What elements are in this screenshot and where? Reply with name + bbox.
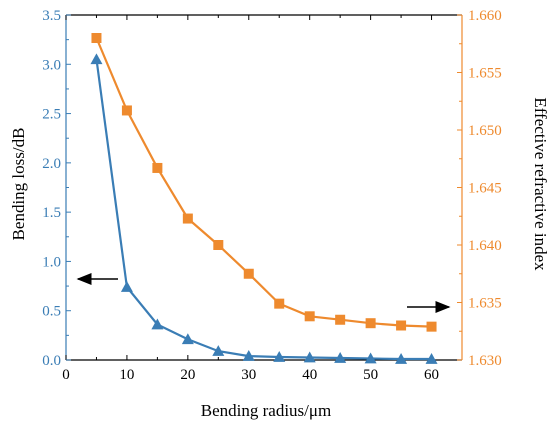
data-point-triangle [303, 351, 316, 363]
right-y-tick-label: 1.655 [468, 66, 502, 82]
right-y-tick-label: 1.660 [468, 8, 502, 24]
data-point-square [152, 162, 163, 173]
left-y-axis-title: Bending loss/dB [9, 128, 28, 241]
data-point-square [182, 213, 193, 224]
left-y-tick-label: 2.5 [42, 107, 61, 123]
data-point-square [335, 314, 346, 325]
data-point-triangle [425, 353, 438, 364]
series-layer [90, 33, 438, 364]
right-y-axis-title: Effective refractive index [531, 97, 550, 271]
x-tick-label: 0 [62, 367, 70, 383]
data-point-square [365, 318, 376, 329]
left-y-tick-label: 1.5 [42, 205, 61, 221]
data-point-triangle [395, 353, 408, 364]
data-point-triangle [120, 281, 133, 292]
data-point-triangle [181, 333, 194, 345]
x-tick-label: 60 [424, 367, 439, 383]
x-tick-label: 40 [302, 367, 317, 383]
x-axis-title: Bending radius/μm [201, 401, 331, 420]
data-point-triangle [364, 352, 377, 364]
data-point-square [213, 240, 224, 250]
x-tick-label: 50 [363, 367, 378, 383]
data-point-triangle [151, 318, 164, 330]
data-point-square [304, 311, 315, 322]
data-point-square [426, 321, 437, 332]
x-tick-label: 10 [119, 367, 134, 383]
data-point-square [274, 298, 285, 309]
data-point-square [396, 320, 407, 331]
left-y-tick-label: 3.5 [42, 8, 61, 24]
x-tick-label: 20 [180, 367, 195, 383]
data-point-triangle [90, 53, 103, 65]
left-y-tick-label: 0.5 [42, 304, 61, 320]
right-y-tick-label: 1.650 [468, 123, 502, 139]
data-point-square [121, 105, 132, 116]
right-y-tick-label: 1.640 [468, 238, 502, 254]
right-y-tick-label: 1.645 [468, 181, 502, 197]
annotation-layer [76, 273, 451, 313]
left-y-tick-label: 3.0 [42, 57, 61, 73]
right-y-tick-label: 1.630 [468, 353, 502, 369]
data-point-triangle [242, 350, 255, 361]
left-y-tick-label: 1.0 [42, 254, 61, 270]
data-point-triangle [212, 345, 225, 356]
data-point-triangle [273, 351, 286, 362]
right-y-tick-label: 1.635 [468, 296, 502, 312]
data-point-triangle [334, 352, 347, 363]
data-point-square [243, 268, 254, 279]
left-y-tick-label: 0.0 [42, 353, 61, 369]
left-y-tick-label: 2.0 [42, 156, 61, 172]
series-line-right [95, 37, 432, 328]
series-line-left [95, 59, 432, 361]
x-tick-label: 30 [241, 367, 256, 383]
data-point-square [91, 33, 102, 43]
axes-layer: 0 10 20 30 40 50 60 0.0 0.5 1.0 1.5 2.0 2.5 3.0 3.5 1.6… [42, 8, 502, 383]
